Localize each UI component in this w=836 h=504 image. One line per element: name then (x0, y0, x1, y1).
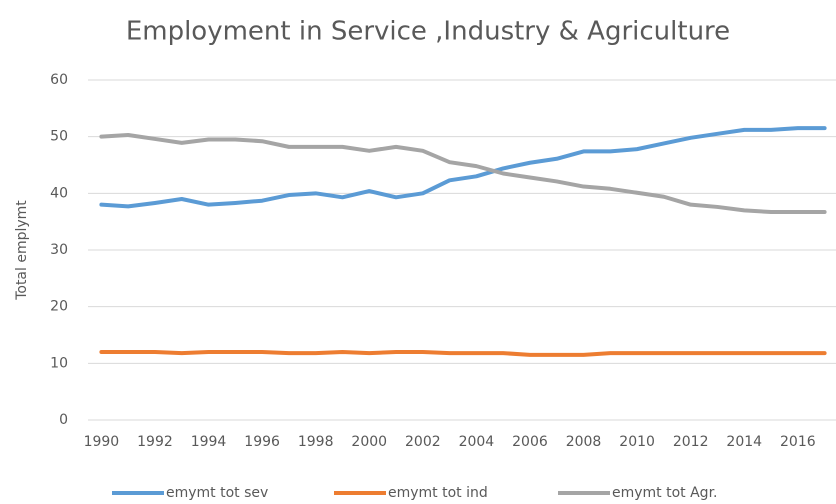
x-tick-label: 2014 (726, 434, 762, 450)
x-tick-label: 1994 (191, 434, 227, 450)
series-line (99, 132, 827, 215)
y-tick-label: 60 (50, 72, 68, 88)
x-tick-label: 2008 (566, 434, 602, 450)
x-tick-label: 1992 (137, 434, 173, 450)
legend-label: emymt tot sev (166, 485, 268, 501)
chart-title: Employment in Service ,Industry & Agricu… (126, 17, 730, 47)
x-tick-label: 1996 (244, 434, 280, 450)
y-axis-label: Total emplymt (14, 200, 30, 301)
x-tick-label: 2006 (512, 434, 548, 450)
x-tick-label: 1990 (84, 434, 120, 450)
legend-label: emymt tot ind (388, 485, 488, 501)
y-tick-label: 30 (50, 242, 68, 258)
y-tick-label: 50 (50, 129, 68, 145)
x-tick-label: 2000 (351, 434, 387, 450)
y-tick-label: 10 (50, 355, 68, 371)
x-tick-label: 2016 (780, 434, 816, 450)
series-line (99, 350, 827, 357)
x-tick-label: 2004 (459, 434, 495, 450)
x-tick-label: 2010 (619, 434, 655, 450)
y-tick-label: 0 (59, 412, 68, 428)
x-tick-label: 2002 (405, 434, 441, 450)
y-tick-label: 40 (50, 185, 68, 201)
y-tick-label: 20 (50, 299, 68, 315)
legend-label: emymt tot Agr. (612, 485, 718, 501)
x-tick-label: 1998 (298, 434, 334, 450)
series-line (99, 126, 827, 209)
x-tick-label: 2012 (673, 434, 709, 450)
